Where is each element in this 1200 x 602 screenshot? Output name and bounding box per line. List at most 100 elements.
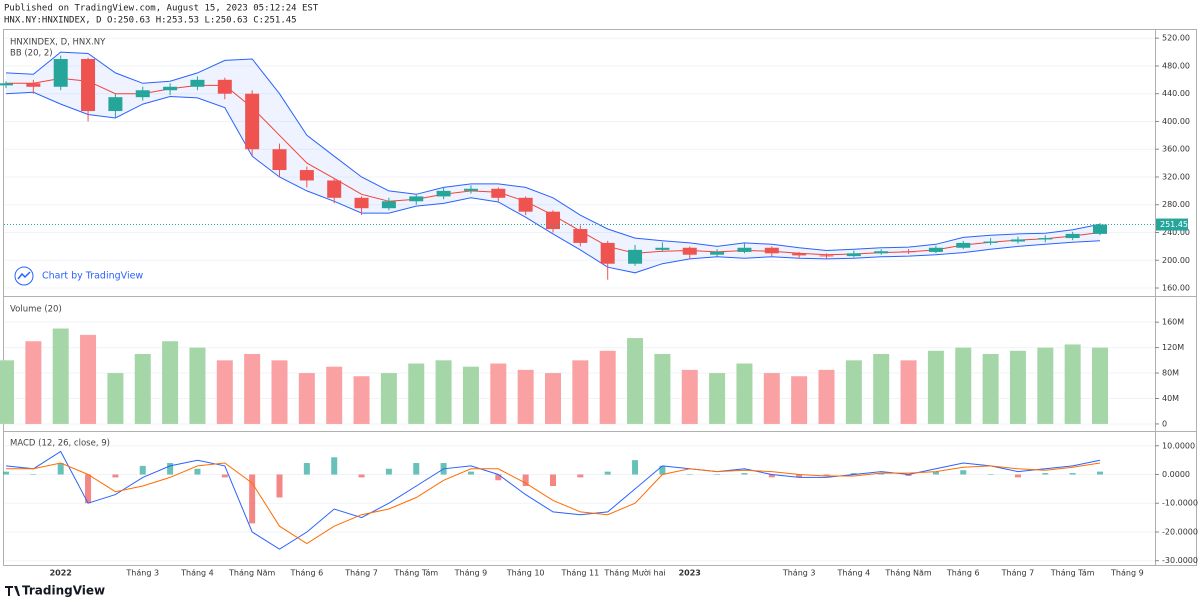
candle-body	[135, 90, 150, 98]
x-tick-label: Tháng 7	[1001, 569, 1035, 578]
volume-bar	[462, 366, 479, 424]
candle-body	[53, 59, 68, 87]
volume-bar	[380, 373, 397, 424]
candle-body	[846, 253, 861, 257]
macd-histogram	[522, 474, 529, 487]
signal-line	[6, 462, 1101, 545]
volume-bar	[216, 360, 233, 424]
candle-body	[518, 197, 533, 212]
y-tick-label: 160M	[1162, 318, 1184, 327]
macd-histogram	[249, 474, 256, 524]
volume-bar	[654, 353, 671, 424]
last-price-label: 251.45	[1160, 220, 1188, 229]
volume-bar	[572, 360, 589, 424]
candle-body	[655, 247, 670, 250]
volume-bar	[818, 369, 835, 424]
volume-bar	[408, 363, 425, 424]
volume-bar	[1009, 350, 1026, 424]
candle-body	[463, 188, 478, 191]
candle-body	[327, 180, 342, 198]
volume-bar	[52, 328, 69, 424]
macd-histogram	[167, 463, 174, 475]
volume-bar	[271, 360, 288, 424]
volume-bar	[0, 360, 14, 424]
candle-body	[190, 79, 205, 87]
indicator-label: MACD (12, 26, close, 9)	[10, 439, 110, 449]
x-tick-label: Tháng Tám	[1050, 569, 1095, 578]
price-pane: 160.00 200.00 240.00 280.00 320.00 360.00 400.…	[0, 34, 1190, 293]
volume-bar	[244, 353, 261, 424]
candle-body	[792, 253, 807, 256]
macd-histogram	[221, 474, 228, 478]
candle-body	[409, 196, 424, 202]
candle-body	[81, 59, 96, 112]
y-tick-label: 320.00	[1162, 172, 1190, 181]
y-tick-label: 480.00	[1162, 61, 1190, 70]
candle-body	[108, 97, 123, 112]
y-tick-label: -30.0000	[1162, 556, 1198, 565]
y-tick-label: 160.00	[1162, 284, 1190, 293]
y-tick-label: 240.00	[1162, 228, 1190, 237]
candle-body	[737, 247, 752, 252]
candle-body	[710, 251, 725, 255]
candle-body	[163, 86, 178, 91]
volume-bar	[1037, 347, 1054, 424]
candle-body	[956, 242, 971, 248]
candle-body	[0, 83, 13, 86]
x-tick-label: Tháng Tám	[393, 569, 438, 578]
x-tick-label: 2022	[50, 569, 72, 578]
brand: TradingView	[22, 584, 105, 598]
macd-histogram	[358, 474, 365, 478]
y-tick-label: -20.0000	[1162, 527, 1198, 536]
candle-body	[573, 229, 588, 243]
macd-histogram	[932, 471, 939, 475]
macd-histogram	[577, 474, 584, 478]
macd-histogram	[1042, 473, 1049, 475]
quote-line: HNX.NY:HNXINDEX, D O:250.63 H:253.53 L:2…	[4, 16, 297, 26]
time-axis: 2022 Tháng 3 Tháng 4 Tháng Năm Tháng 6 Tháng …	[50, 568, 1144, 578]
macd-histogram	[632, 460, 639, 475]
macd-histogram	[823, 474, 830, 476]
macd-histogram	[714, 474, 721, 476]
volume-bar	[900, 360, 917, 424]
macd-histogram	[878, 473, 885, 475]
y-tick-label: 10.0000	[1162, 441, 1195, 450]
candle-body	[764, 247, 779, 254]
y-tick-label: 120M	[1162, 343, 1184, 352]
x-tick-label: Tháng 4	[180, 569, 214, 578]
volume-bar	[1092, 347, 1108, 424]
volume-bar	[107, 373, 124, 424]
candle-body	[600, 242, 615, 264]
macd-histogram	[960, 470, 967, 475]
candle-body	[682, 247, 697, 255]
y-tick-label: 520.00	[1162, 34, 1190, 43]
macd-histogram	[139, 465, 146, 475]
volume-bar	[326, 366, 343, 424]
volume-bar	[545, 373, 561, 424]
volume-bar	[845, 360, 862, 424]
volume-bar	[763, 373, 780, 424]
macd-histogram	[550, 474, 556, 487]
last-price-tag	[1156, 218, 1188, 231]
macd-histogram	[850, 473, 857, 475]
volume-bar	[955, 347, 972, 424]
candle-body	[1093, 224, 1107, 234]
brand-logo	[5, 586, 20, 596]
band-upper	[5, 51, 1101, 252]
macd-histogram	[30, 474, 37, 476]
macd-histogram	[112, 474, 119, 478]
volume-bar	[517, 369, 534, 424]
y-tick-label: 0.0000	[1162, 470, 1190, 479]
volume-bar	[353, 376, 370, 424]
macd-histogram	[987, 474, 994, 476]
macd-histogram	[57, 463, 64, 475]
volume-bar	[80, 334, 97, 424]
candle-body	[546, 211, 560, 230]
watermark[interactable]: Chart by TradingView	[42, 271, 143, 282]
candle-body	[901, 251, 916, 253]
macd-histogram	[3, 471, 9, 475]
candle-body	[819, 255, 834, 257]
macd-histogram	[1014, 474, 1021, 478]
y-tick-label: -10.0000	[1162, 499, 1198, 508]
